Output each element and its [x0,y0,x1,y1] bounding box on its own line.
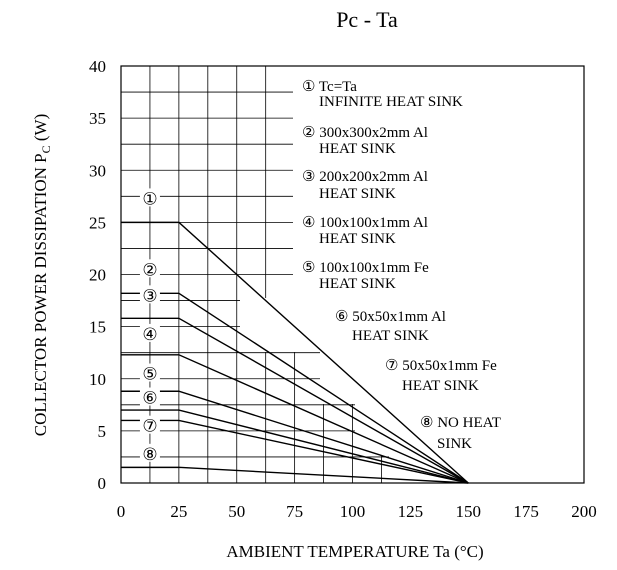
legend-mask [355,404,584,456]
legend-mask [389,456,584,483]
legend-line1: ⑧ NO HEAT [420,415,501,431]
series-marker-4: ④ [142,325,157,344]
tick-labels: 0 25 50 75 100 125 150 175 200 0 5 10 15 20 25 30 35 40 [89,57,597,521]
x-tick-label: 150 [456,502,482,521]
series-marker-5: ⑤ [142,365,157,384]
series-marker-2: ② [142,260,157,279]
y-tick-label: 40 [89,57,106,76]
series-line-3 [121,317,469,484]
legend-line2: HEAT SINK [319,276,396,292]
chart-title: Pc - Ta [336,7,398,32]
series-line-1 [121,221,469,484]
y-tick-label: 20 [89,266,106,285]
series-line-8 [121,466,469,484]
series-marker-bg-6 [139,387,160,406]
x-tick-label: 75 [286,502,303,521]
y-axis-label: COLLECTOR POWER DISSIPATION PC (W) [31,114,53,437]
legend-line1: ② 300x300x2mm Al [302,125,428,141]
y-tick-label: 10 [89,370,106,389]
y-axis-label-unit: (W) [31,114,50,146]
legend-line2: HEAT SINK [319,186,396,202]
legend-line2: INFINITE HEAT SINK [319,94,463,110]
x-tick-label: 175 [513,502,539,521]
legend-line2: HEAT SINK [352,328,429,344]
series-line-4 [121,354,469,484]
legend-line2: HEAT SINK [402,378,479,394]
legend-mask [320,352,584,404]
series-marker-bg-4 [139,323,160,342]
y-tick-label: 15 [89,318,106,337]
legend-line1: ⑦ 50x50x1mm Fe [385,358,497,374]
legend-line1: ⑤ 100x100x1mm Fe [302,260,429,276]
y-axis-label-main: COLLECTOR POWER DISSIPATION P [31,153,50,436]
legend-line1: ⑥ 50x50x1mm Al [335,309,446,325]
y-tick-label: 35 [89,109,106,128]
series-marker-3: ③ [142,286,157,305]
series-line-6 [121,409,469,484]
legend-line2: HEAT SINK [319,231,396,247]
series-marker-bg-2 [139,259,160,278]
legend-entry-7: ⑦ 50x50x1mm Fe HEAT SINK [385,358,497,394]
legend-entry-6: ⑥ 50x50x1mm Al HEAT SINK [335,309,446,344]
series-marker-bg-5 [139,363,160,382]
y-tick-label: 0 [98,474,107,493]
legend-line1: ③ 200x200x2mm Al [302,169,428,185]
legend-mask [293,66,584,298]
legend-entry-8: ⑧ NO HEAT SINK [420,415,501,452]
y-tick-label: 5 [98,422,107,441]
grid [121,66,584,483]
legend-line1: ① Tc=Ta [302,79,357,95]
series-markers: ① ② ③ ④ ⑤ ⑥ ⑦ ⑧ [139,188,160,464]
x-tick-label: 200 [571,502,597,521]
series-marker-7: ⑦ [142,417,157,436]
series-marker-bg-7 [139,415,160,434]
y-tick-label: 30 [89,161,106,180]
x-tick-label: 125 [398,502,424,521]
legend-mask [240,298,584,352]
x-tick-label: 100 [340,502,366,521]
series-marker-bg-3 [139,285,160,304]
series-marker-1: ① [142,189,157,208]
plot-frame [120,65,585,484]
series-marker-bg-1 [139,188,160,207]
x-tick-label: 0 [117,502,126,521]
series-marker-8: ⑧ [142,445,157,464]
y-tick-label: 25 [89,213,106,232]
legend-line2: SINK [437,436,472,452]
y-axis-label-sub: C [39,145,53,153]
legend-line1: ④ 100x100x1mm Al [302,215,428,231]
x-axis-label: AMBIENT TEMPERATURE Ta (°C) [226,542,483,561]
x-tick-label: 50 [228,502,245,521]
series-marker-6: ⑥ [142,389,157,408]
x-tick-label: 25 [170,502,187,521]
series-marker-bg-8 [139,443,160,462]
legend-line2: HEAT SINK [319,141,396,157]
